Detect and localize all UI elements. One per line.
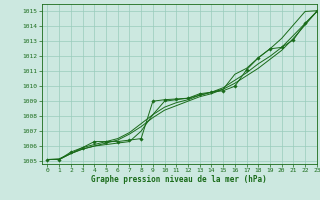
X-axis label: Graphe pression niveau de la mer (hPa): Graphe pression niveau de la mer (hPa) — [91, 175, 267, 184]
